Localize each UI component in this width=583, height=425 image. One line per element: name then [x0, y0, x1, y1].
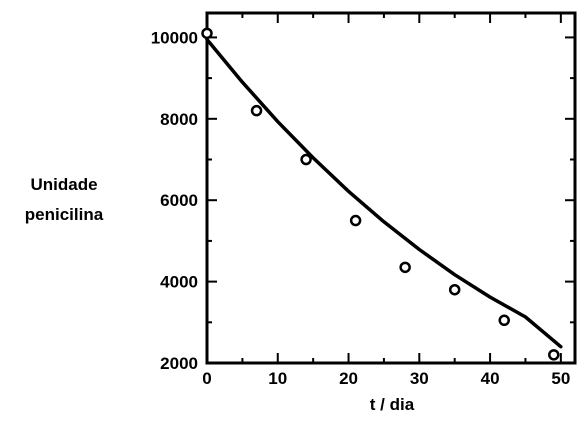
data-point — [548, 349, 560, 361]
x-tick-label: 40 — [481, 369, 500, 388]
x-tick-label: 30 — [410, 369, 429, 388]
y-tick-label: 6000 — [160, 191, 198, 210]
data-point — [349, 214, 362, 227]
y-tick-label: 10000 — [151, 28, 198, 47]
data-point — [399, 261, 411, 274]
x-tick-label: 10 — [268, 369, 287, 388]
x-tick-label: 0 — [202, 369, 211, 388]
data-point — [498, 314, 510, 327]
x-axis-tick-labels: 0 10 20 30 40 50 — [202, 369, 570, 388]
plot-frame — [205, 11, 577, 365]
data-points — [201, 27, 560, 361]
x-axis-title: t / dia — [370, 395, 415, 414]
y-tick-label: 8000 — [160, 110, 198, 129]
x-axis-ticks — [206, 13, 562, 363]
y-axis-ticks — [207, 36, 575, 364]
data-point — [448, 283, 461, 296]
data-point — [300, 153, 312, 166]
data-point — [250, 104, 263, 117]
fitted-curve — [205, 37, 563, 349]
y-axis-title-line-2: penicilina — [25, 205, 104, 224]
y-axis-title-line-1: Unidade — [30, 175, 97, 194]
y-tick-label: 2000 — [160, 354, 198, 373]
y-tick-label: 4000 — [160, 273, 198, 292]
data-point — [201, 27, 213, 40]
y-axis-tick-labels: 2000 4000 6000 8000 10000 — [151, 28, 198, 373]
x-tick-label: 20 — [339, 369, 358, 388]
x-tick-label: 50 — [551, 369, 570, 388]
